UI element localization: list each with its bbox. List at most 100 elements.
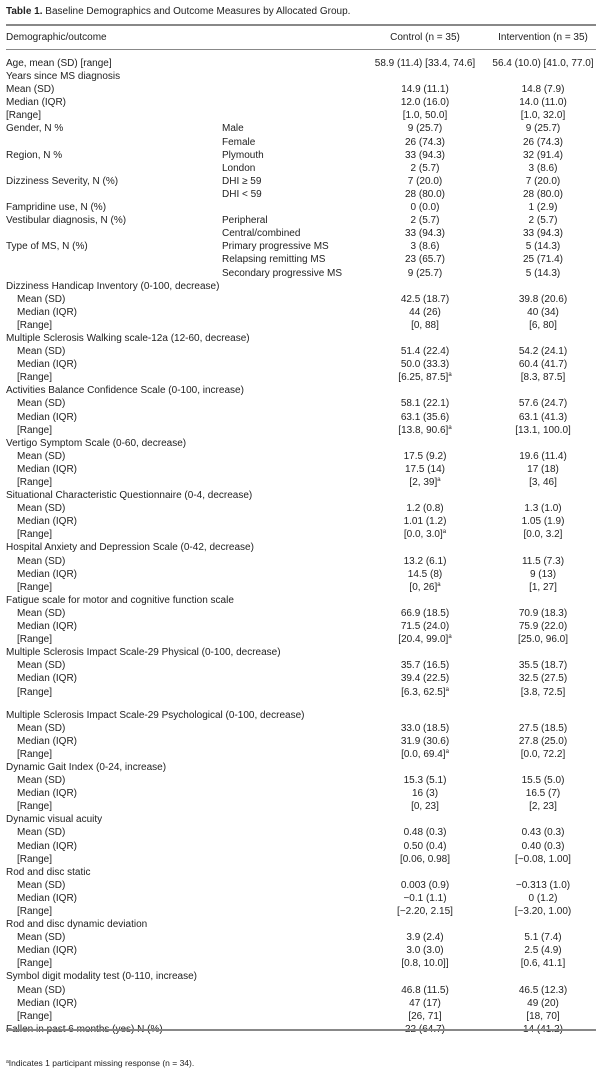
intervention-value-text: 27.8 (25.0) <box>518 735 568 747</box>
row-label: Mean (SD) <box>17 984 65 997</box>
row-sublabel-text: DHI < 59 <box>222 188 262 200</box>
control-value-text: 51.4 (22.4) <box>400 346 450 358</box>
control-value-text: 28 (80.0) <box>404 188 446 200</box>
intervention-value-text: 7 (20.0) <box>525 175 561 187</box>
row-sublabel-text: Secondary progressive MS <box>222 267 343 279</box>
intervention-value: [1, 27] <box>488 581 598 594</box>
intervention-value-text: −0.313 (1.0) <box>515 879 571 891</box>
control-value-text: 0.50 (0.4) <box>403 840 447 852</box>
row-label-text: Situational Characteristic Questionnaire… <box>6 490 253 502</box>
intervention-value-text: 14.8 (7.9) <box>521 84 565 96</box>
control-value: [−2.20, 2.15] <box>360 905 490 918</box>
row-sublabel-text: Primary progressive MS <box>222 241 329 253</box>
control-value-text: 9 (25.7) <box>407 267 443 279</box>
control-value: 16 (3) <box>360 787 490 800</box>
row-sublabel-text: Male <box>222 123 244 135</box>
control-value-text: 9 (25.7) <box>407 123 443 135</box>
control-value: 0.48 (0.3) <box>360 826 490 839</box>
row-label-text: Type of MS, N (%) <box>6 241 88 253</box>
intervention-value: 7 (20.0) <box>488 175 598 188</box>
control-value: 44 (26) <box>360 306 490 319</box>
intervention-value-text: 11.5 (7.3) <box>521 555 565 567</box>
table-row: Multiple Sclerosis Walking scale-12a (12… <box>0 332 600 345</box>
intervention-value: 75.9 (22.0) <box>488 620 598 633</box>
control-value-text: [0.8, 10.0]] <box>401 958 449 970</box>
row-sublabel: Relapsing remitting MS <box>222 253 325 266</box>
intervention-value: 3 (8.6) <box>488 162 598 175</box>
intervention-value: 17 (18) <box>488 463 598 476</box>
table-row: Dizziness Severity, N (%) DHI ≥ 59 7 (20.0… <box>0 175 600 188</box>
row-sublabel-text: Relapsing remitting MS <box>222 254 326 266</box>
intervention-value: [−0.08, 1.00] <box>488 853 598 866</box>
intervention-value-text: 46.5 (12.3) <box>518 984 568 996</box>
row-label: Mean (SD) <box>17 293 65 306</box>
header-control: Control (n = 35) <box>390 32 460 43</box>
row-label-text: Dynamic visual acuity <box>6 814 103 826</box>
control-value-text: 13.2 (6.1) <box>403 555 447 567</box>
table-row: Age, mean (SD) [range] 58.9 (11.4) [33.4,… <box>0 57 600 70</box>
control-value-text: 0 (0.0) <box>410 202 440 214</box>
row-label-text: Mean (SD) <box>6 84 55 96</box>
control-value-text: 35.7 (16.5) <box>400 660 450 672</box>
row-sublabel-text: London <box>222 162 256 174</box>
row-label: Fatigue scale for motor and cognitive fu… <box>6 594 234 607</box>
intervention-value: 33 (94.3) <box>488 227 598 240</box>
table-row: [Range] [2, 39]a [3, 46] <box>0 476 600 489</box>
table-row: Situational Characteristic Questionnaire… <box>0 489 600 502</box>
row-label: [Range] <box>17 528 52 541</box>
row-label-text: Mean (SD) <box>17 775 66 787</box>
row-label: Median (IQR) <box>17 515 77 528</box>
row-label-text: Vestibular diagnosis, N (%) <box>6 215 127 227</box>
row-sublabel: Central/combined <box>222 227 300 240</box>
control-value: 23 (65.7) <box>360 253 490 266</box>
footnote-marker: a <box>442 529 447 536</box>
row-label: Mean (SD) <box>17 879 65 892</box>
row-label-text: Median (IQR) <box>17 568 78 580</box>
row-label: Median (IQR) <box>17 787 77 800</box>
row-label: Age, mean (SD) [range] <box>6 57 112 70</box>
row-label: Rod and disc dynamic deviation <box>6 918 147 931</box>
row-label: [Range] <box>17 319 52 332</box>
top-rule <box>6 24 596 26</box>
control-value-text: 46.8 (11.5) <box>401 984 449 996</box>
intervention-value: 35.5 (18.7) <box>488 659 598 672</box>
intervention-value: 15.5 (5.0) <box>488 774 598 787</box>
intervention-value: 57.6 (24.7) <box>488 397 598 410</box>
row-label-text: Median (IQR) <box>17 892 78 904</box>
control-value: 26 (74.3) <box>360 136 490 149</box>
table-row: Median (IQR) 39.4 (22.5) 32.5 (27.5) <box>0 672 600 685</box>
intervention-value-text: [6, 80] <box>529 319 557 331</box>
table-row: Region, N % Plymouth 33 (94.3) 32 (91.4) <box>0 149 600 162</box>
table-row: [Range] [13.8, 90.6]a [13.1, 100.0] <box>0 424 600 437</box>
row-label-text: Median (IQR) <box>17 359 78 371</box>
intervention-value-text: 16.5 (7) <box>525 788 561 800</box>
control-value: 14.5 (8) <box>360 568 490 581</box>
row-label-text: Dizziness Handicap Inventory (0-100, dec… <box>6 280 220 292</box>
control-value: [6.25, 87.5]a <box>360 371 490 384</box>
intervention-value: [3, 46] <box>488 476 598 489</box>
table-row: [Range] [0.0, 3.0]a [0.0, 3.2] <box>0 528 600 541</box>
intervention-value: 27.5 (18.5) <box>488 722 598 735</box>
table-row: Dynamic Gait Index (0-24, increase) <box>0 761 600 774</box>
control-value-text: 58.9 (11.4) [33.4, 74.6] <box>374 58 476 69</box>
control-value: 33 (94.3) <box>360 149 490 162</box>
intervention-value-text: [3.8, 72.5] <box>520 686 566 698</box>
row-label: Years since MS diagnosis <box>6 70 120 83</box>
control-value: 9 (25.7) <box>360 267 490 280</box>
control-value: 15.3 (5.1) <box>360 774 490 787</box>
intervention-value-text: 26 (74.3) <box>522 136 564 148</box>
row-label: Median (IQR) <box>17 306 77 319</box>
control-value-text: 71.5 (24.0) <box>400 621 450 633</box>
footnote-text: Indicates 1 participant missing response… <box>8 1058 195 1068</box>
table-row: [Range] [−2.20, 2.15] [−3.20, 1.00) <box>0 905 600 918</box>
table-row: Median (IQR) 71.5 (24.0) 75.9 (22.0) <box>0 620 600 633</box>
control-value-text: 3.0 (3.0) <box>406 945 444 957</box>
control-value: 28 (80.0) <box>360 188 490 201</box>
control-value: [1.0, 50.0] <box>360 109 490 122</box>
intervention-value-text: 63.1 (41.3) <box>518 411 568 423</box>
intervention-value-text: [13.1, 100.0] <box>515 424 571 436</box>
intervention-value-text: 19.6 (11.4) <box>519 450 567 462</box>
control-value: [13.8, 90.6]a <box>360 424 490 437</box>
table-body: Age, mean (SD) [range] 58.9 (11.4) [33.4,… <box>0 57 600 1036</box>
table-row: Type of MS, N (%) Primary progressive MS 3… <box>0 240 600 253</box>
